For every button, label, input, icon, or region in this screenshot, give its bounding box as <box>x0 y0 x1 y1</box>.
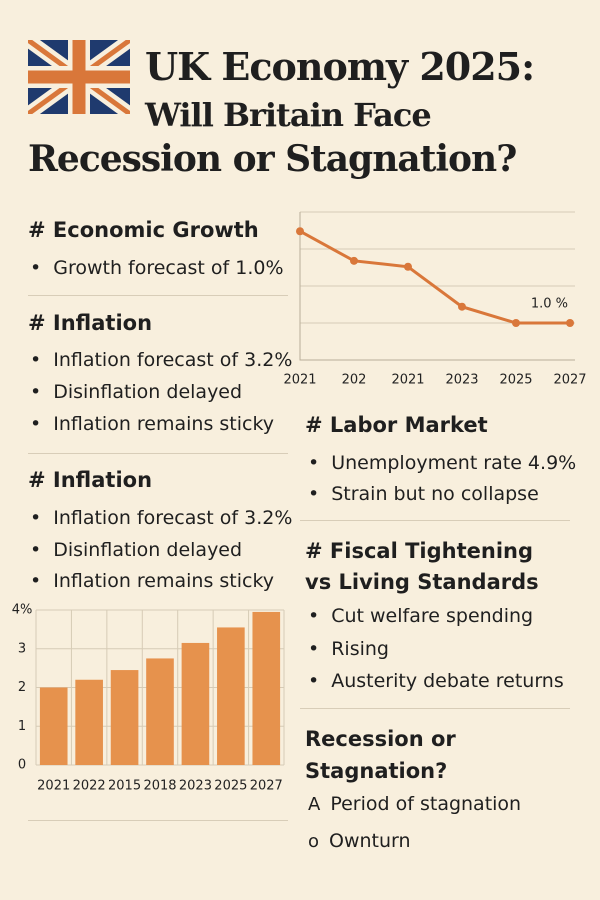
x-tick-label: 2022 <box>73 779 106 794</box>
x-tick-label: 2025 <box>499 373 532 388</box>
list-item: A Period of stagnation <box>308 793 521 815</box>
item-text: Period of stagnation <box>330 793 522 815</box>
bullet: Inflation remains sticky <box>30 570 274 592</box>
bullet: Disinflation delayed <box>30 381 242 403</box>
y-tick-label: 1 <box>18 719 26 734</box>
bullet: Strain but no collapse <box>308 483 539 505</box>
point <box>566 319 574 327</box>
point <box>296 227 304 236</box>
list-item: o Ownturn <box>308 830 411 852</box>
bullet: Rising <box>308 638 389 660</box>
value-label: 1.0 % <box>531 297 568 312</box>
bullet: Inflation forecast of 3.2% <box>30 349 292 371</box>
y-tick-label: 3 <box>18 641 26 656</box>
x-tick-label: 2027 <box>553 373 586 388</box>
bullet: Inflation forecast of 3.2% <box>30 507 292 529</box>
bar <box>217 627 245 765</box>
item-text: Ownturn <box>329 830 411 852</box>
x-tick-label: 2023 <box>445 373 478 388</box>
uk-flag <box>28 40 130 114</box>
y-tick-label: 2 <box>18 680 26 695</box>
divider <box>300 708 570 709</box>
title-line: UK Economy 2025: <box>145 44 535 89</box>
bullet: Growth forecast of 1.0% <box>30 257 283 279</box>
x-tick-label: 202 <box>342 373 367 388</box>
marker: A <box>308 794 321 815</box>
bar <box>252 611 281 765</box>
bar <box>39 687 68 765</box>
line <box>299 229 570 325</box>
divider <box>28 295 288 296</box>
x-tick-label: 2027 <box>250 779 283 794</box>
x-tick-label: 2015 <box>108 779 141 794</box>
point <box>404 262 412 271</box>
bar <box>110 670 139 765</box>
point <box>458 302 466 311</box>
y-tick-label: 0 <box>18 758 26 773</box>
x-tick-label: 2021 <box>391 373 424 388</box>
title-line: Recession or Stagnation? <box>28 138 517 180</box>
x-tick-label: 2023 <box>179 779 212 794</box>
section-heading: # Inflation <box>28 468 153 492</box>
section-heading: Recession or Stagnation? <box>305 727 456 783</box>
divider <box>28 453 288 454</box>
y-tick-label: 4% <box>12 603 33 618</box>
section-heading: # Fiscal Tightening vs Living Standards <box>305 539 539 594</box>
x-tick-label: 2025 <box>214 779 247 794</box>
divider <box>300 520 570 521</box>
bar <box>181 642 210 765</box>
section-heading: # Labor Market <box>305 413 488 437</box>
section-heading: # Economic Growth <box>28 218 259 242</box>
bullet: Austerity debate returns <box>308 670 564 692</box>
divider <box>28 820 288 821</box>
title-line: Will Britain Face <box>145 96 432 134</box>
point <box>350 256 358 265</box>
bar <box>75 679 103 765</box>
section-heading: # Inflation <box>28 311 153 335</box>
bullet: Inflation remains sticky <box>30 413 274 435</box>
axis-frame <box>299 212 575 361</box>
marker: o <box>308 831 320 852</box>
x-tick-label: 2018 <box>143 779 176 794</box>
bullet: Disinflation delayed <box>30 539 242 561</box>
x-tick-label: 2021 <box>283 373 316 388</box>
bullet: Unemployment rate 4.9% <box>308 452 576 474</box>
x-tick-label: 2021 <box>37 779 70 794</box>
bar <box>146 658 174 765</box>
bullet: Cut welfare spending <box>308 605 533 627</box>
point <box>512 319 520 327</box>
